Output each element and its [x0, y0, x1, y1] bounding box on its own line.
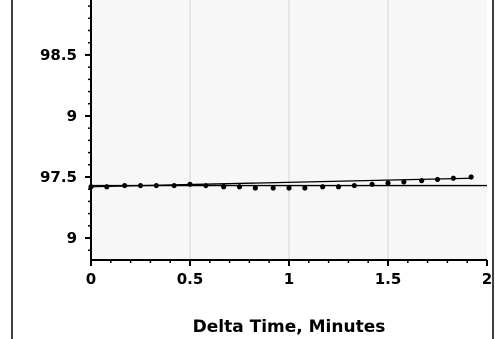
x-tick-label: 1.5 [375, 270, 402, 288]
data-point [369, 181, 375, 187]
data-point [320, 184, 326, 190]
x-tick-label: 2 [482, 270, 492, 288]
series-layer [88, 174, 487, 191]
data-point [351, 182, 357, 189]
x-tick-label: 0 [86, 270, 96, 288]
data-point [270, 185, 276, 191]
data-point [302, 185, 308, 191]
data-point [252, 185, 258, 191]
data-point [286, 185, 292, 191]
data-point [187, 181, 193, 187]
y-tick-label: 98.5 [40, 46, 77, 64]
data-point [236, 184, 243, 190]
y-tick-label: 97.5 [40, 168, 77, 186]
tick-layer: 0 0.5 1 1.5 2 98.5 9 97.5 9 [40, 5, 492, 288]
grid-layer [189, 0, 389, 260]
y-tick-label: 9 [67, 229, 77, 247]
data-point [419, 178, 425, 184]
data-point [385, 180, 391, 186]
data-point [153, 182, 159, 189]
data-point [335, 184, 342, 190]
x-tick-label: 1 [284, 270, 294, 288]
data-point [122, 182, 128, 189]
data-point [450, 175, 456, 181]
data-point [434, 176, 441, 183]
data-point [137, 182, 144, 189]
x-tick-label: 0.5 [177, 270, 204, 288]
data-point [171, 182, 177, 189]
data-point [104, 184, 110, 190]
data-point [468, 174, 474, 180]
data-point [221, 184, 227, 190]
x-axis-title: Delta Time, Minutes [193, 317, 386, 337]
data-point [203, 182, 209, 189]
y-tick-label: 9 [67, 107, 77, 125]
data-point [401, 179, 407, 185]
